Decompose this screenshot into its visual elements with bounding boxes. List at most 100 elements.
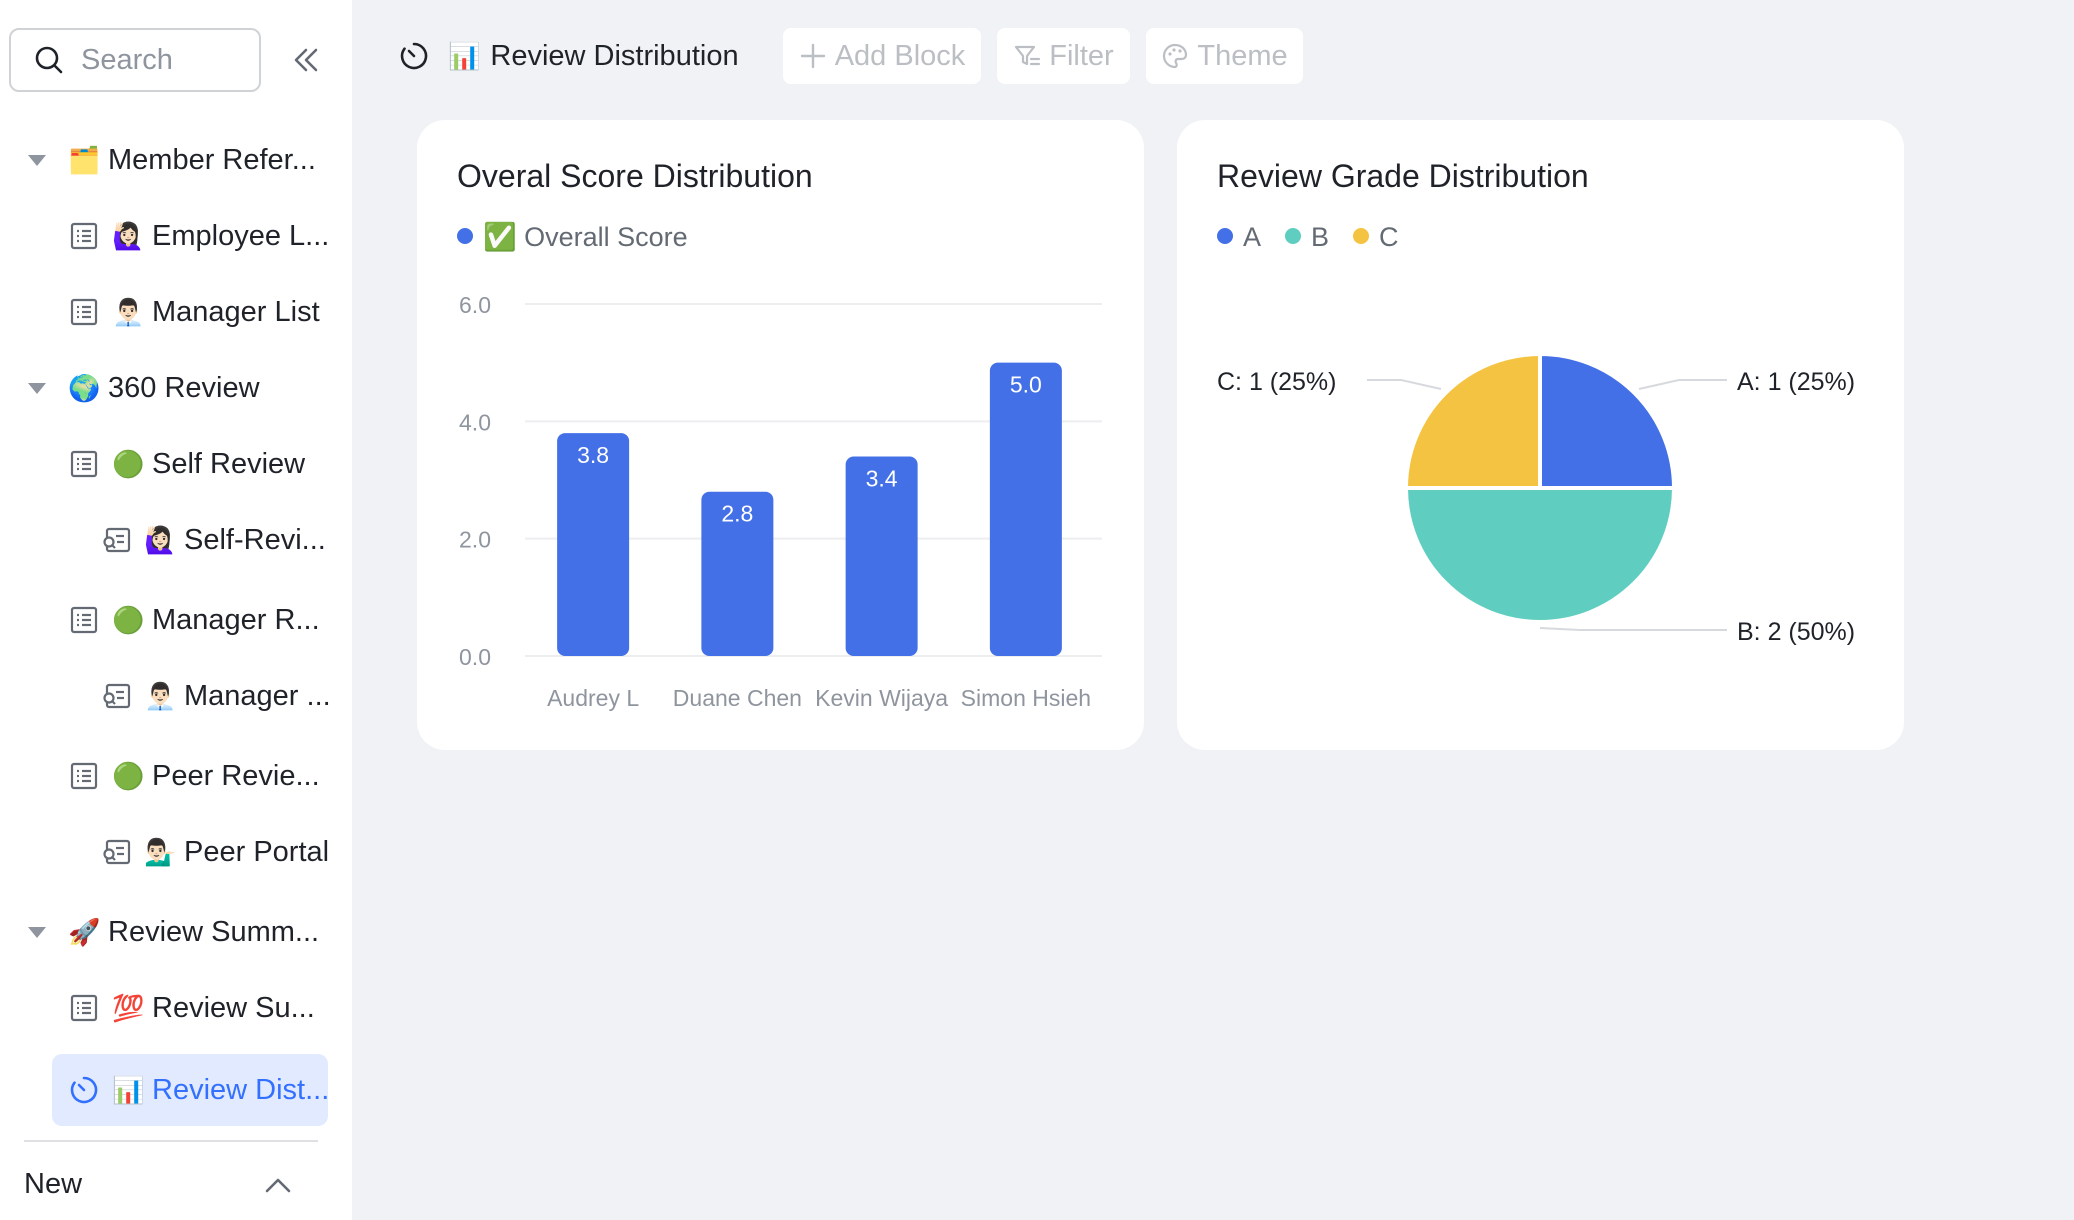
- pie-slice[interactable]: [1538, 351, 1677, 490]
- y-tick-label: 2.0: [459, 527, 491, 553]
- sidebar-divider: [24, 1140, 318, 1142]
- sidebar: Search 🗂️ Member Refer... 🙋🏻‍♀️ Employee L…: [0, 0, 352, 1220]
- collapse-sidebar-icon[interactable]: [290, 44, 322, 76]
- pie-chart-title: Review Grade Distribution: [1217, 158, 1589, 194]
- search-input[interactable]: Search: [9, 28, 261, 92]
- filter-icon: [1015, 45, 1041, 66]
- theme-label: Theme: [1197, 39, 1288, 72]
- pie-leader-line: [1367, 379, 1442, 390]
- palette-icon: [1163, 43, 1188, 69]
- item-emoji-icon: 💁🏻‍♂️: [144, 836, 177, 867]
- form-icon: [103, 839, 131, 865]
- sidebar-item-label: Review Su...: [152, 991, 315, 1024]
- filter-label: Filter: [1049, 39, 1114, 72]
- sidebar-item-label: Review Dist...: [152, 1073, 330, 1106]
- pie-slice-label: B: 2 (50%): [1737, 618, 1855, 646]
- pie-chart: A B C A: 1 (25%) B: 2 (50%) C: 1 (25%): [1217, 222, 1855, 646]
- sidebar-item-label: Peer Portal: [184, 835, 330, 868]
- item-emoji-icon: 💯: [112, 992, 145, 1023]
- pie-slice-label: A: 1 (25%): [1737, 368, 1855, 396]
- pie-leader-line: [1539, 627, 1727, 631]
- sidebar-item-label: Self Review: [152, 447, 306, 480]
- sidebar-item-label: Manager ...: [184, 679, 331, 712]
- dashboard-icon: [70, 1076, 98, 1104]
- pie-leader-line: [1638, 379, 1727, 390]
- item-emoji-icon: 🚀: [68, 916, 101, 947]
- item-emoji-icon: 👨🏻‍💼: [144, 680, 177, 711]
- sidebar-item[interactable]: 🙋🏻‍♀️ Self-Revi...: [100, 510, 326, 570]
- pie-slice-label: C: 1 (25%): [1217, 368, 1336, 396]
- item-emoji-icon: 🟢: [112, 448, 145, 479]
- bar-value-label: 2.8: [721, 501, 753, 527]
- caret-down-icon[interactable]: [28, 926, 46, 938]
- form-icon: [103, 527, 131, 553]
- sidebar-item-label: Manager List: [152, 295, 320, 328]
- bar-value-label: 3.8: [577, 442, 609, 468]
- pie-slice[interactable]: [1403, 486, 1677, 624]
- legend-label: C: [1379, 222, 1399, 252]
- dashboard-icon: [400, 42, 428, 70]
- sidebar-item[interactable]: 🙋🏻‍♀️ Employee L...: [68, 206, 329, 266]
- sidebar-item[interactable]: 💁🏻‍♂️ Peer Portal: [100, 822, 329, 882]
- search-placeholder: Search: [81, 43, 173, 76]
- sidebar-item[interactable]: 🚀 Review Summ...: [28, 902, 319, 962]
- legend-label: A: [1243, 222, 1261, 252]
- sidebar-item[interactable]: 📊 Review Dist...: [52, 1054, 330, 1126]
- chart-emoji-icon: 📊: [448, 40, 481, 71]
- item-emoji-icon: 📊: [112, 1074, 145, 1105]
- bar-value-label: 5.0: [1010, 372, 1042, 398]
- pie-slice[interactable]: [1403, 351, 1542, 490]
- pie-chart-card[interactable]: Review Grade Distribution A B C A: 1 (25%) B…: [1177, 120, 1904, 750]
- table-icon: [70, 994, 98, 1022]
- legend-label: ✅ Overall Score: [483, 221, 688, 252]
- bar-chart: ✅ Overall Score 0.0 2.0 4.0 6.0 3.8 Audrey L 2.…: [457, 221, 1102, 711]
- bar[interactable]: [701, 491, 774, 656]
- bar[interactable]: [557, 433, 630, 656]
- sidebar-item-label: Self-Revi...: [184, 523, 326, 556]
- sidebar-item[interactable]: 🌍 360 Review: [28, 358, 260, 418]
- legend-dot: [457, 228, 473, 244]
- caret-down-icon[interactable]: [28, 382, 46, 394]
- x-tick-label: Kevin Wijaya: [815, 685, 948, 711]
- sidebar-item-label: Member Refer...: [108, 143, 316, 176]
- y-tick-label: 4.0: [459, 409, 491, 435]
- sidebar-item-label: Employee L...: [152, 219, 330, 252]
- x-tick-label: Duane Chen: [673, 685, 802, 711]
- sidebar-item[interactable]: 🟢 Self Review: [68, 434, 305, 494]
- item-emoji-icon: 🟢: [112, 604, 145, 635]
- add-block-label: Add Block: [834, 39, 966, 72]
- sidebar-item[interactable]: 🟢 Peer Revie...: [68, 746, 320, 806]
- legend-label: B: [1311, 222, 1329, 252]
- filter-button[interactable]: Filter: [997, 28, 1130, 84]
- add-block-button[interactable]: Add Block: [783, 28, 981, 84]
- plus-icon: [800, 43, 825, 69]
- bar-value-label: 3.4: [866, 466, 898, 492]
- sidebar-item[interactable]: 👨🏻‍💼 Manager List: [68, 282, 320, 342]
- sidebar-item[interactable]: 🗂️ Member Refer...: [28, 130, 316, 190]
- item-emoji-icon: 👨🏻‍💼: [112, 296, 145, 327]
- page-title-text: Review Distribution: [490, 39, 739, 72]
- sidebar-item[interactable]: 👨🏻‍💼 Manager ...: [100, 666, 331, 726]
- legend-dot: [1285, 228, 1301, 244]
- chevron-up-icon[interactable]: [262, 1170, 294, 1202]
- sidebar-item-label: Review Summ...: [108, 915, 320, 948]
- bar[interactable]: [845, 456, 918, 656]
- legend-dot: [1353, 228, 1369, 244]
- page-title: 📊 Review Distribution: [398, 34, 739, 78]
- sidebar-item[interactable]: 🟢 Manager R...: [68, 590, 320, 650]
- sidebar-item-label: 360 Review: [108, 371, 260, 404]
- y-tick-label: 6.0: [459, 292, 491, 318]
- table-icon: [70, 606, 98, 634]
- sidebar-item[interactable]: 💯 Review Su...: [68, 978, 315, 1038]
- x-tick-label: Audrey L: [547, 685, 639, 711]
- bar-chart-card[interactable]: Overal Score Distribution ✅ Overall Scor…: [417, 120, 1144, 750]
- item-emoji-icon: 🌍: [68, 372, 101, 403]
- item-emoji-icon: 🟢: [112, 760, 145, 791]
- theme-button[interactable]: Theme: [1146, 28, 1303, 84]
- caret-down-icon[interactable]: [28, 154, 46, 166]
- item-emoji-icon: 🗂️: [68, 144, 101, 175]
- y-tick-label: 0.0: [459, 644, 491, 670]
- sidebar-item-label: Peer Revie...: [152, 759, 320, 792]
- bar[interactable]: [989, 362, 1062, 656]
- new-section-label[interactable]: New: [24, 1168, 83, 1200]
